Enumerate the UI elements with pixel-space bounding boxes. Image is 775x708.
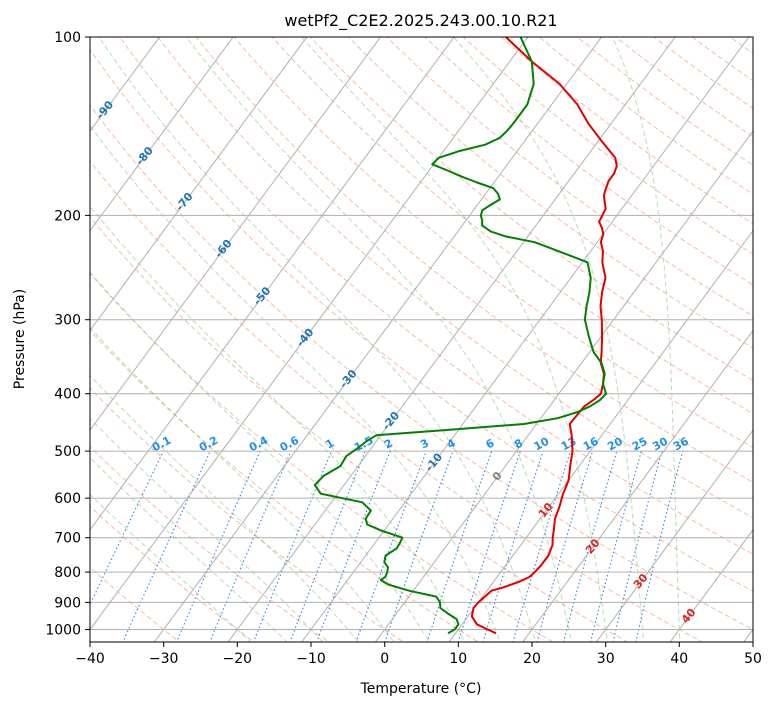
x-tick-label: 20 [523, 651, 541, 667]
x-tick-label: 0 [380, 651, 389, 667]
mixing-ratio-label: 10 [532, 435, 552, 454]
isotherm [90, 37, 161, 132]
x-axis: −40 −30 −20 −10 0 10 20 30 40 50 [75, 642, 762, 667]
isotherm [90, 37, 455, 531]
grid-lines [90, 37, 753, 642]
isotherm [90, 37, 308, 332]
dry-adiabat [90, 566, 181, 642]
chart-title: wetPf2_C2E2.2025.243.00.10.R21 [284, 11, 557, 31]
y-axis: 1000 900 800 700 600 500 400 300 200 100 [45, 30, 90, 639]
isotherm [374, 130, 753, 642]
mixing-ratio-label: 30 [650, 435, 670, 454]
y-tick-label: 900 [54, 595, 81, 611]
isotherm [595, 429, 753, 642]
y-tick-label: 300 [54, 313, 81, 329]
isotherm [227, 37, 676, 642]
profile-lines [313, 37, 618, 635]
y-tick-label: 600 [54, 491, 81, 507]
moist-adiabat [90, 271, 430, 642]
x-tick-label: −20 [223, 651, 253, 667]
x-tick-label: 40 [670, 651, 688, 667]
y-tick-label: 700 [54, 531, 81, 547]
mixing-ratio-label: 25 [630, 435, 650, 454]
y-tick-label: 500 [54, 444, 81, 460]
isotherm [448, 229, 753, 642]
isotherm [90, 37, 382, 431]
y-axis-label: Pressure (hPa) [12, 289, 28, 389]
y-tick-label: 100 [54, 30, 81, 46]
isotherm [522, 329, 753, 642]
dry-adiabat [90, 387, 405, 642]
dry-adiabat [90, 104, 753, 631]
y-tick-label: 1000 [45, 623, 81, 639]
dry-adiabat [90, 445, 330, 642]
dry-adiabat [233, 37, 753, 449]
x-axis-label: Temperature (°C) [360, 681, 482, 697]
dry-adiabat [271, 37, 753, 415]
moist-adiabat [90, 124, 501, 642]
dry-adiabat [90, 160, 704, 642]
x-tick-label: 10 [449, 651, 467, 667]
dry-adiabat [157, 37, 753, 519]
dry-adiabat [90, 216, 629, 642]
plot-frame [89, 36, 754, 643]
y-tick-label: 200 [54, 208, 81, 224]
mixing-ratio-label: 13 [559, 435, 579, 454]
dry-adiabat [90, 329, 480, 642]
mixing-ratio-label: 16 [581, 435, 601, 454]
dewpoint-line [313, 37, 608, 635]
isotherm [90, 37, 234, 232]
mixing-ratio-label: 36 [671, 435, 691, 454]
x-tick-label: −10 [296, 651, 326, 667]
x-tick-label: −40 [75, 651, 105, 667]
isotherm [301, 37, 750, 642]
x-tick-label: 50 [744, 651, 762, 667]
dry-adiabat [90, 272, 554, 642]
x-tick-label: −30 [149, 651, 179, 667]
mixing-ratio-label: 20 [605, 435, 625, 454]
isotherm [90, 37, 529, 631]
isotherm [669, 528, 753, 642]
x-tick-label: 30 [597, 651, 615, 667]
isotherm [153, 37, 603, 642]
dry-adiabat [119, 37, 753, 555]
moist-adiabat [98, 37, 537, 642]
moist-adiabat [301, 37, 608, 642]
y-tick-label: 400 [54, 387, 81, 403]
y-tick-label: 800 [54, 565, 81, 581]
